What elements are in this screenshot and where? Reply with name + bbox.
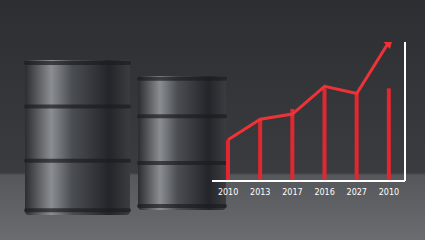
svg-text:2016: 2016 (314, 188, 334, 197)
svg-text:2017: 2017 (282, 188, 302, 197)
svg-text:2013: 2013 (250, 188, 270, 197)
svg-text:2027: 2027 (347, 188, 367, 197)
svg-text:2010: 2010 (379, 188, 399, 197)
svg-text:2010: 2010 (218, 188, 238, 197)
